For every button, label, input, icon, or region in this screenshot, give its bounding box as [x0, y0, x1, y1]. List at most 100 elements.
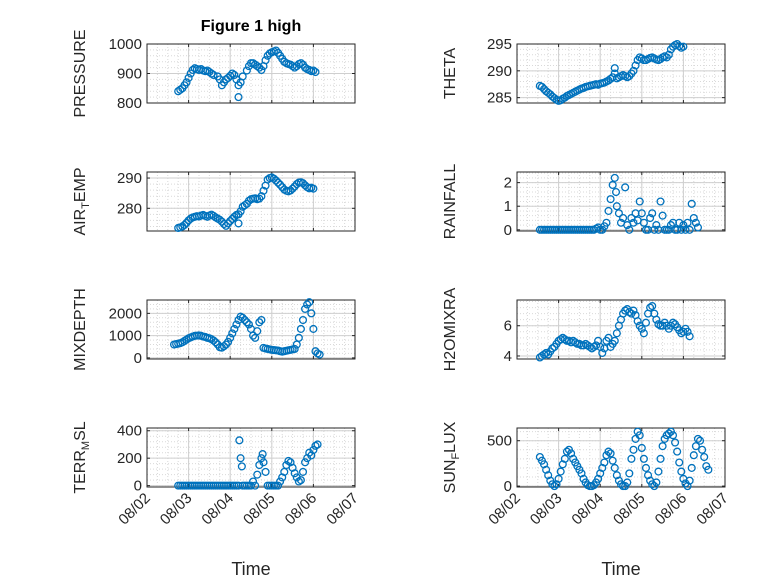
data-point [679, 221, 688, 230]
data-point [236, 207, 245, 216]
data-point [258, 450, 267, 459]
data-point [631, 61, 640, 70]
y-axis-label: TERRMSL [72, 421, 92, 493]
data-point [671, 438, 680, 447]
data-point [255, 63, 264, 72]
x-tick-label: 08/07 [323, 490, 362, 529]
data-point [610, 173, 619, 182]
data-point [228, 329, 237, 338]
data-point [629, 306, 638, 315]
data-point [629, 445, 638, 454]
x-axis-label: Time [231, 559, 270, 579]
y-tick-label: 1000 [109, 328, 142, 345]
data-point [689, 213, 698, 223]
data-point [560, 454, 569, 463]
data-point [290, 344, 299, 354]
data-point [556, 96, 565, 105]
axes-box [146, 299, 356, 360]
data-point [255, 318, 264, 327]
data-point [253, 327, 262, 336]
data-point [298, 467, 308, 476]
data-point [234, 219, 243, 228]
data-point [621, 183, 630, 192]
data-point [215, 215, 224, 224]
data-point [539, 350, 549, 359]
data-point [219, 342, 229, 351]
data-point [648, 209, 657, 218]
data-point [242, 66, 251, 75]
x-tick-label: 08/04 [568, 490, 607, 529]
data-point [276, 477, 285, 486]
data-point [288, 184, 297, 193]
data-point [294, 333, 303, 342]
data-point [261, 56, 270, 65]
data-point [700, 452, 709, 462]
data-point [681, 225, 690, 234]
y-tick-label: 0 [504, 222, 512, 239]
data-point [687, 463, 696, 472]
data-point [182, 78, 191, 87]
data-point [646, 213, 655, 223]
data-point [641, 463, 651, 472]
data-point [249, 477, 258, 486]
x-axis-label: Time [601, 559, 640, 579]
x-tick-label: 08/02 [115, 490, 154, 529]
data-point [685, 332, 694, 341]
data-point [591, 341, 601, 350]
data-point [621, 306, 630, 315]
data-point [271, 176, 281, 185]
x-tick-label: 08/05 [240, 490, 279, 529]
data-point [608, 180, 617, 190]
data-point [221, 221, 231, 230]
data-point [271, 46, 281, 55]
data-point [691, 442, 700, 451]
data-point [232, 320, 241, 329]
data-point [253, 470, 262, 479]
data-point [294, 477, 303, 486]
data-point [296, 476, 305, 485]
y-tick-label: 2 [504, 175, 512, 192]
y-tick-label: 500 [487, 433, 512, 450]
data-point [311, 441, 320, 450]
data-point [548, 344, 557, 353]
x-tick-label: 08/03 [157, 490, 196, 529]
data-point [608, 456, 617, 465]
data-point [301, 63, 310, 72]
data-point [562, 447, 571, 456]
data-point [685, 476, 694, 485]
data-point [610, 64, 619, 73]
y-tick-label: 900 [117, 66, 142, 83]
data-point [668, 318, 678, 327]
data-point [219, 219, 229, 229]
data-point [311, 67, 320, 77]
data-point [226, 71, 235, 80]
data-point [273, 481, 283, 490]
data-point [230, 70, 239, 80]
data-point [675, 218, 684, 227]
data-point [637, 209, 646, 218]
data-point [305, 298, 314, 307]
data-point [301, 304, 310, 313]
data-point [639, 218, 648, 227]
data-point [249, 331, 258, 340]
data-point [627, 454, 636, 463]
data-point [182, 218, 191, 227]
y-tick-label: 1 [504, 198, 512, 215]
panel-7: 0 200 400 08/02 08/03 08/04 08/05 08/06 08/07 TER… [72, 421, 362, 579]
data-point [259, 186, 268, 195]
data-point [685, 225, 694, 234]
data-point [693, 434, 703, 443]
data-point [257, 315, 266, 325]
x-tick-label: 08/06 [282, 490, 321, 529]
data-point [238, 313, 247, 322]
axes-box [516, 171, 726, 232]
y-tick-label: 1000 [109, 36, 142, 53]
y-tick-label: 290 [487, 63, 512, 80]
data-point [604, 447, 613, 456]
data-point [646, 303, 655, 312]
data-point [687, 199, 696, 208]
data-point [542, 348, 551, 357]
data-point [629, 66, 638, 75]
data-point [309, 184, 318, 193]
data-point [537, 82, 547, 91]
